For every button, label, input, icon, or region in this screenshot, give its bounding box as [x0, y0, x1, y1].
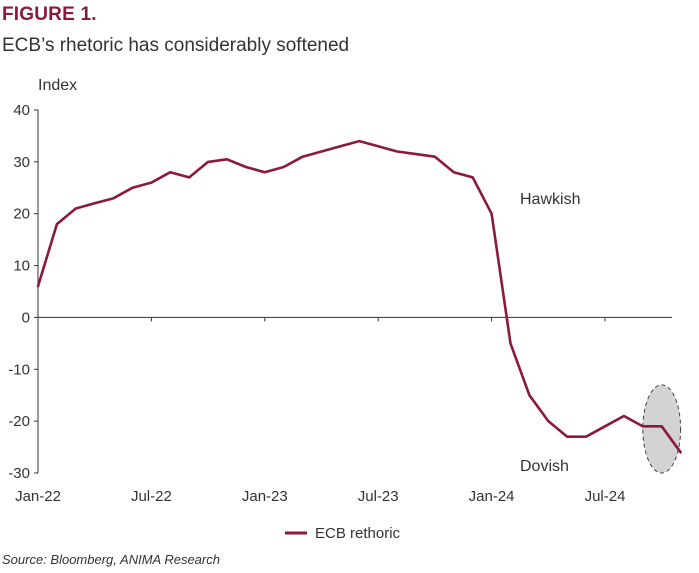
y-axis-label: Index [38, 77, 78, 94]
series-line-ecb-rethoric [36, 139, 682, 454]
x-tick-label: Jan-22 [15, 488, 61, 505]
source-note: Source: Bloomberg, ANIMA Research [2, 552, 220, 567]
x-tick-label: Jul-22 [131, 488, 172, 505]
x-tick-label: Jan-24 [469, 488, 515, 505]
y-tick-label: 0 [22, 309, 30, 326]
chart-axes: 40 30 20 10 0 -10 -20 -30 Jan-22 Jul-22 Jan-23 Jul-… [8, 102, 672, 505]
y-tick-label: 40 [13, 102, 30, 119]
x-tick-label: Jul-23 [358, 488, 399, 505]
legend-label: ECB rethoric [315, 525, 401, 542]
legend: ECB rethoric [285, 525, 401, 542]
annotation-hawkish: Hawkish [520, 191, 580, 208]
series-layer [36, 139, 682, 454]
annotations-layer: Hawkish Dovish [520, 191, 580, 475]
figure-label: FIGURE 1. [2, 4, 97, 25]
annotation-dovish: Dovish [520, 458, 569, 475]
y-tick-label: 30 [13, 154, 30, 171]
chart-title: ECB’s rhetoric has considerably softened [2, 35, 350, 56]
y-tick-label: -20 [8, 413, 30, 430]
highlight-layer [642, 384, 682, 474]
highlight-ellipse [642, 384, 682, 474]
y-tick-label: 20 [13, 206, 30, 223]
y-tick-label: -10 [8, 361, 30, 378]
x-tick-label: Jan-23 [242, 488, 288, 505]
y-tick-label: -30 [8, 465, 30, 482]
x-tick-label: Jul-24 [585, 488, 626, 505]
y-tick-label: 10 [13, 258, 30, 275]
